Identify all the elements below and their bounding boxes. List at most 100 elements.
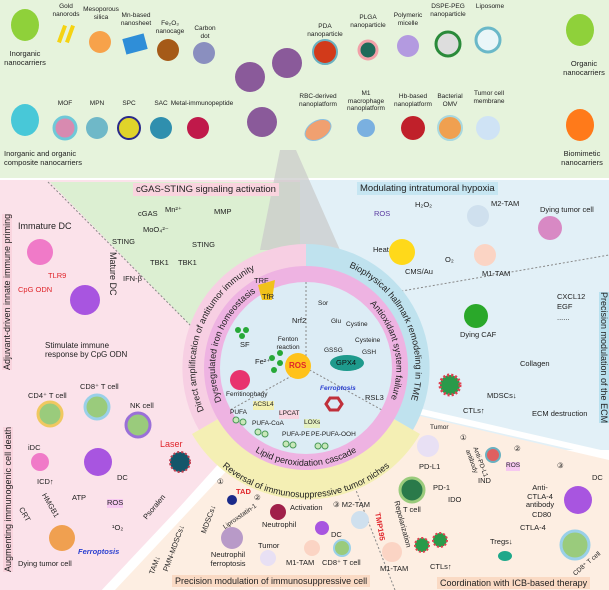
label-gssg: GSSG (324, 347, 343, 354)
mpn-icon (86, 117, 108, 139)
polymeric-micelle-icon (397, 35, 419, 57)
label-pda-nanoparticle: PDA nanoparticle (307, 23, 343, 38)
sac-icon (150, 117, 172, 139)
label-sor: Sor (318, 300, 329, 307)
label-composite-nanocarriers: Inorganic and organic composite nanocarr… (4, 149, 82, 167)
label-trf: TRF (254, 276, 269, 285)
m1-tam-icon (382, 542, 402, 562)
tumor-monster-icon (272, 48, 302, 78)
peashooter-green-icon (11, 9, 39, 41)
peashooter-purple-icon (566, 14, 594, 46)
rbc-nanoplatform-icon (304, 119, 332, 141)
mature-dc-icon (70, 285, 100, 315)
cd4-t-cell-icon (36, 400, 64, 428)
label-liposome: Liposome (475, 3, 505, 10)
label-laser: Laser (160, 439, 183, 449)
label-t-cell: T cell (403, 505, 421, 514)
label-cd8-t-cell: CD8⁺ T cell (322, 558, 361, 567)
cd8-t-cell-icon (333, 539, 351, 557)
label-plga-nanoparticle: PLGA nanoparticle (350, 14, 386, 29)
label-tbk1: TBK1 (150, 258, 169, 267)
label-cysteine: Cysteine (355, 337, 381, 344)
label-tlr9: TLR9 (48, 271, 67, 280)
label-ros: ROS (107, 498, 124, 508)
label-glu: Glu (331, 318, 342, 325)
label-cgas: cGAS (138, 209, 158, 218)
tumor-monster-icon (247, 107, 277, 137)
tumor-icon (260, 550, 276, 566)
section-title-ecm: Precision modulation of the ECM (599, 292, 609, 424)
label-ctla-4: CTLA-4 (520, 523, 546, 532)
pda-nanoparticle-icon (312, 39, 338, 65)
label-pufa-pe: PUFA-PE (282, 431, 310, 438)
label-m1-tam: M1-TAM (482, 269, 511, 278)
label-cystine: Cystine (346, 321, 368, 328)
cd8-t-cell-icon (559, 529, 591, 561)
label-m1-macrophage-nanoplatform: M1 macrophage nanoplatform (347, 90, 385, 112)
label-tumor: Tumor (430, 424, 449, 431)
label-mature-dc: Mature DC (108, 252, 118, 296)
label-mn2: Mn²⁺ (165, 205, 182, 214)
label-fe2o3-nanocage: Fe₂O₃ nanocage (155, 20, 185, 35)
label-step-3: ③ (557, 461, 564, 470)
label-egf: EGF (557, 302, 573, 311)
label-immature-dc: Immature DC (18, 221, 72, 231)
dc-icon (315, 521, 329, 535)
label-carbon-dot: Carbon dot (194, 25, 216, 40)
label-tregs: Tregs↓ (490, 537, 513, 546)
label-step-1: ① (217, 477, 224, 486)
neutrophil-ferroptosis-icon (221, 527, 243, 549)
label-gold-nanorods: Gold nanorods (52, 3, 80, 18)
tumor-cell-icon (417, 435, 439, 457)
label-rbc-nanoplatform: RBC-derived nanoplatform (299, 93, 337, 108)
label-dc: DC (592, 473, 603, 482)
mesoporous-silica-icon (89, 31, 111, 53)
plga-nanoparticle-icon (357, 39, 379, 61)
label-neutrophil-ferroptosis: Neutrophil ferroptosis (210, 550, 246, 568)
label-sting: STING (112, 237, 135, 246)
label-dying-tumor-cell: Dying tumor cell (18, 559, 72, 568)
label-activation: Activation (290, 503, 323, 512)
label-ido: IDO (448, 495, 462, 504)
label-cpg-odn: CpG ODN (18, 285, 53, 294)
label-o2: O₂ (445, 255, 454, 264)
cms-au-particle-icon (389, 239, 415, 265)
label-tad: TAD (236, 487, 251, 496)
label-ferroptosis: Ferroptosis (320, 385, 356, 392)
label-dying-caf: Dying CAF (460, 330, 497, 339)
label-nrf2: Nrf2 (292, 316, 307, 325)
label-anti-ctla-4-antibody: Anti-CTLA-4 antibody (525, 483, 555, 509)
label-step-3-m2-tam: ③ M2-TAM (333, 500, 370, 509)
label-hb-nanoplatform: Hb-based nanoplatform (394, 93, 432, 108)
liposome-icon (474, 26, 502, 54)
gold-nanorod-icon (57, 24, 67, 44)
label-atp: ATP (72, 493, 87, 502)
label-ellipsis: ...... (557, 313, 570, 322)
label-mdscs: MDSCs↓ (487, 391, 517, 400)
dc-icon (564, 486, 592, 514)
ferritin-icon (230, 370, 250, 390)
section-title-cgas-sting: cGAS-STING signaling activation (133, 183, 279, 196)
label-neutrophil: Neutrophil (262, 520, 297, 529)
label-ctls: CTLs↑ (463, 406, 485, 415)
nk-cell-icon (124, 411, 152, 439)
section-title-icd: Augmenting immunogenic cell death (3, 426, 13, 572)
spc-icon (117, 116, 141, 140)
nanocarrier-icons (11, 9, 594, 141)
label-h2o2: H₂O₂ (415, 200, 433, 209)
label-sf: SF (240, 340, 250, 349)
label-cms-au: CMS/Au (405, 267, 433, 276)
m2-tam-icon (467, 205, 489, 227)
label-spc: SPC (122, 100, 136, 107)
label-mmp: MMP (214, 207, 232, 216)
tumor-monster-icon (235, 62, 265, 92)
laser-nanoparticle-icon (169, 451, 191, 473)
label-step-1: ① (460, 433, 467, 442)
label-loxs: LOXs (304, 419, 321, 428)
label-mn-nanosheet: Mn-based nanosheet (120, 12, 152, 27)
cd8-t-cell-icon (83, 393, 111, 421)
dspe-peg-nanoparticle-icon (434, 30, 462, 58)
hb-nanoplatform-icon (401, 116, 425, 140)
label-ferritinophagy: Ferritinophagy (226, 391, 268, 398)
